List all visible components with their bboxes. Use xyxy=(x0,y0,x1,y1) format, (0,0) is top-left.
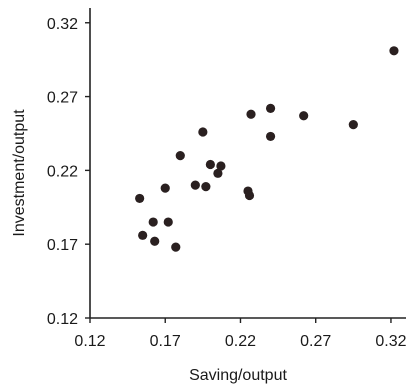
x-tick-label: 0.32 xyxy=(375,333,406,350)
x-axis-title: Saving/output xyxy=(189,367,287,384)
data-point xyxy=(299,111,309,121)
x-tick-group: 0.12 0.17 0.22 0.27 0.32 xyxy=(74,318,407,350)
y-tick-label: 0.27 xyxy=(47,90,78,107)
data-point xyxy=(244,190,255,201)
data-point xyxy=(246,109,256,119)
data-point xyxy=(150,236,160,246)
data-point xyxy=(265,131,276,142)
data-point xyxy=(198,127,208,137)
data-point xyxy=(190,180,200,190)
y-axis-title: Investment/output xyxy=(11,109,28,237)
data-point xyxy=(216,161,226,171)
data-point xyxy=(348,120,358,130)
data-point xyxy=(160,183,170,193)
data-point xyxy=(205,159,215,170)
data-point xyxy=(175,151,185,161)
data-point xyxy=(265,103,276,113)
data-points xyxy=(135,46,399,252)
y-tick-label: 0.22 xyxy=(47,163,78,180)
x-tick-label: 0.22 xyxy=(225,333,256,350)
y-tick-group: 0.12 0.17 0.22 0.27 0.32 xyxy=(47,16,90,328)
data-point xyxy=(213,168,223,178)
axes xyxy=(89,8,406,319)
data-point xyxy=(148,217,158,227)
y-tick-label: 0.32 xyxy=(47,16,78,33)
data-point xyxy=(389,46,399,56)
y-tick-label: 0.12 xyxy=(47,311,78,328)
data-point xyxy=(163,217,173,227)
x-tick-label: 0.27 xyxy=(300,333,331,350)
data-point xyxy=(201,182,211,192)
data-point xyxy=(135,193,145,204)
x-tick-label: 0.12 xyxy=(74,333,105,350)
y-tick-label: 0.17 xyxy=(47,237,78,254)
data-point xyxy=(171,242,181,252)
x-tick-label: 0.17 xyxy=(150,333,181,350)
data-point xyxy=(138,230,148,240)
